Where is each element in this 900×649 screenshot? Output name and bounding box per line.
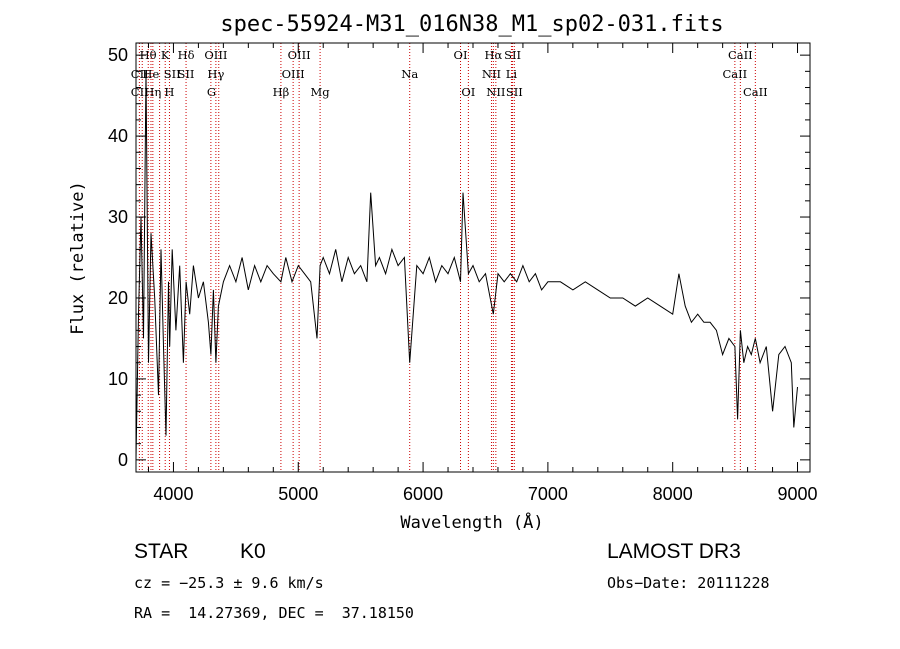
spectral-line-label: Hγ (207, 67, 224, 81)
spectral-line-label: CII (131, 67, 149, 81)
x-tick-label: 7000 (528, 484, 568, 504)
spectral-line-label: CII (131, 85, 149, 99)
spectral-line-label: Na (401, 67, 418, 81)
spectral-line-label: CaII (722, 67, 747, 81)
spectral-line-label: Hη (144, 85, 161, 99)
flux-series-line (135, 71, 798, 460)
y-tick-label: 30 (108, 207, 128, 227)
spectral-line-label: G (207, 85, 216, 99)
object-class: STAR (134, 540, 189, 563)
spectral-line-label: Hβ (273, 85, 290, 99)
x-tick-label: 9000 (777, 484, 817, 504)
y-tick-label: 20 (108, 288, 128, 308)
spectral-line-label: SII (177, 67, 194, 81)
spectral-line-label: CaII (743, 85, 768, 99)
spectral-line-label: CaII (728, 48, 753, 62)
y-tick-label: 40 (108, 126, 128, 146)
spectral-line-label: OIII (282, 67, 305, 81)
spectral-line-label: Li (506, 67, 518, 81)
sky-coordinates: RA = 14.27369, DEC = 37.18150 (134, 604, 414, 622)
y-tick-label: 10 (108, 369, 128, 389)
spectral-line-label: Mg (311, 85, 331, 99)
x-tick-label: 5000 (278, 484, 318, 504)
spectral-line-label: OI (461, 85, 475, 99)
x-tick-label: 6000 (403, 484, 443, 504)
survey-name: LAMOST DR3 (607, 540, 741, 563)
spectral-line-label: SII (506, 85, 523, 99)
spectral-line-label: K (161, 48, 170, 62)
redshift-velocity: cz = −25.3 ± 9.6 km/s (134, 574, 324, 592)
spectral-line-label: SII (164, 67, 181, 81)
y-tick-label: 0 (118, 450, 128, 470)
spectral-line-label: SII (504, 48, 521, 62)
spectral-line-label: He (142, 67, 159, 81)
plot-frame (135, 42, 811, 473)
spectral-line-label: Hθ (140, 48, 157, 62)
observation-date: Obs−Date: 20111228 (607, 574, 770, 592)
x-tick-label: 4000 (153, 484, 193, 504)
line-marker-group (138, 43, 756, 472)
spectral-line-label: OIII (288, 48, 311, 62)
x-tick-label: 8000 (653, 484, 693, 504)
spectral-line-label: OIII (204, 48, 227, 62)
axis-ticks: 4000 5000 6000 7000 8000 9000 0 10 20 30 40 50 (108, 43, 818, 504)
y-tick-label: 50 (108, 45, 128, 65)
spectral-line-label: NII (486, 85, 505, 99)
object-subclass: K0 (240, 540, 266, 563)
y-axis-label: Flux (relative) (68, 181, 88, 335)
spectral-line-label: H (164, 85, 174, 99)
spectral-line-label: Hδ (178, 48, 195, 62)
spectral-line-label: NII (482, 67, 501, 81)
x-axis-label: Wavelength (Å) (400, 511, 543, 533)
chart-title: spec-55924-M31_016N38_M1_sp02-031.fits (220, 12, 723, 37)
spectral-line-label: OI (454, 48, 468, 62)
spectral-line-label: Hα (484, 48, 502, 62)
